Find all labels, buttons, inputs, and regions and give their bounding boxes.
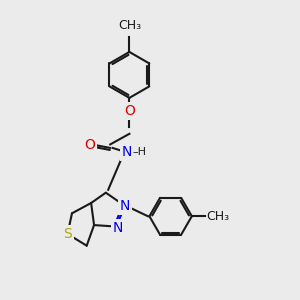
Text: O: O xyxy=(84,138,95,152)
Text: CH₃: CH₃ xyxy=(206,210,230,223)
Text: S: S xyxy=(63,227,72,241)
Text: N: N xyxy=(112,221,123,235)
Text: N: N xyxy=(121,146,132,159)
Text: N: N xyxy=(120,199,130,213)
Text: –H: –H xyxy=(133,147,147,158)
Text: O: O xyxy=(124,104,135,118)
Text: N: N xyxy=(120,199,130,213)
Text: CH₃: CH₃ xyxy=(118,19,141,32)
